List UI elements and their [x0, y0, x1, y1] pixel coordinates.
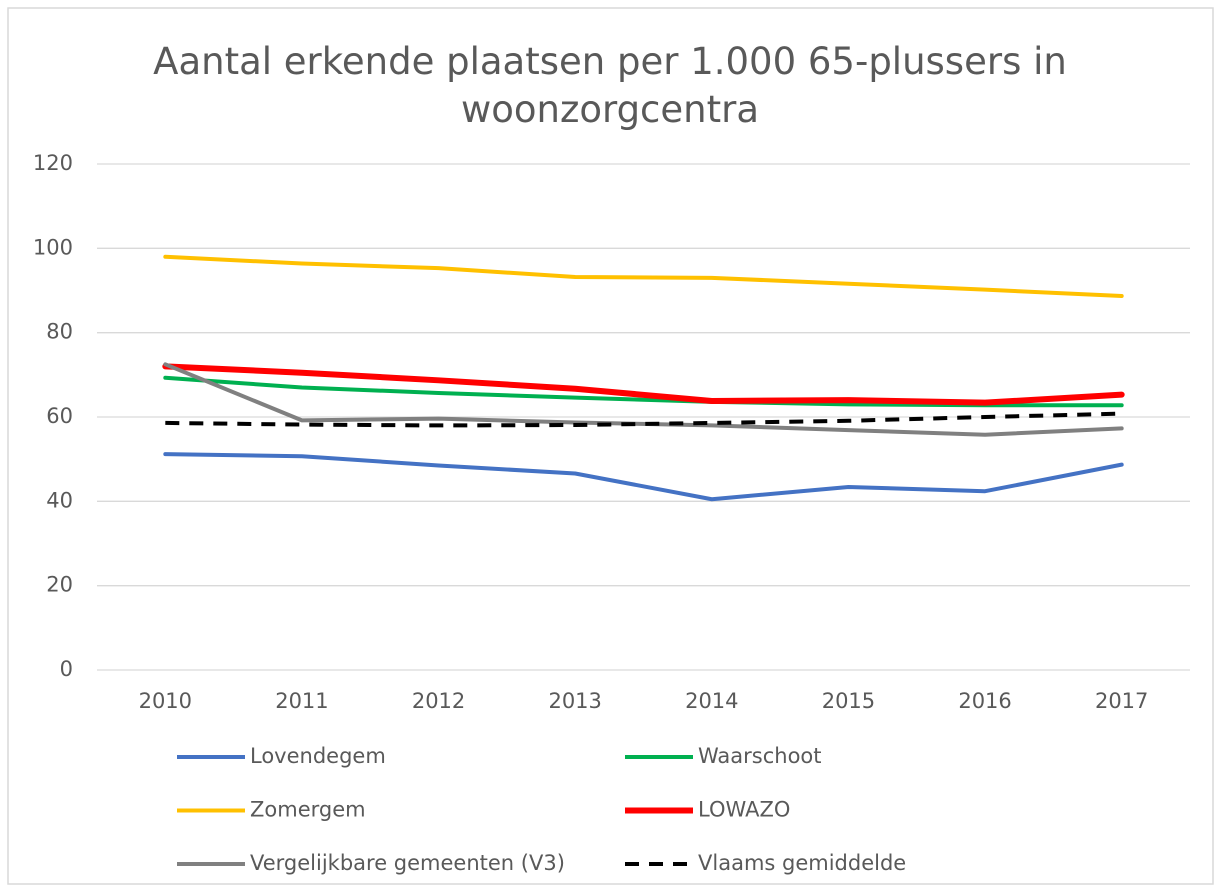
y-tick-label: 80	[46, 320, 73, 344]
x-tick-label: 2011	[275, 689, 328, 713]
chart-title: Aantal erkende plaatsen per 1.000 65-plu…	[153, 40, 1067, 131]
y-tick-label: 120	[33, 151, 73, 175]
y-tick-label: 60	[46, 404, 73, 428]
y-tick-label: 40	[46, 488, 73, 512]
legend-label: Zomergem	[250, 798, 366, 822]
x-tick-label: 2012	[412, 689, 465, 713]
legend-label: Waarschoot	[698, 744, 822, 768]
series-line	[165, 411, 1122, 428]
legend-label: Vergelijkbare gemeenten (V3)	[250, 851, 565, 875]
x-tick-label: 2014	[685, 689, 738, 713]
chart-border	[7, 7, 1214, 885]
x-tick-label: 2016	[958, 689, 1011, 713]
x-tick-label: 2013	[548, 689, 601, 713]
x-tick-label: 2015	[822, 689, 875, 713]
series-line	[162, 363, 1125, 406]
y-tick-label: 100	[33, 235, 73, 259]
legend-label: Vlaams gemiddelde	[698, 851, 906, 875]
series-line	[163, 452, 1124, 502]
legend-label: LOWAZO	[698, 798, 790, 822]
legend-label: Lovendegem	[250, 744, 386, 768]
series-line	[163, 362, 1124, 437]
y-tick-label: 20	[46, 573, 73, 597]
series-line	[163, 254, 1124, 298]
x-tick-label: 2010	[139, 689, 192, 713]
y-tick-label: 0	[60, 657, 73, 681]
x-tick-label: 2017	[1095, 689, 1148, 713]
